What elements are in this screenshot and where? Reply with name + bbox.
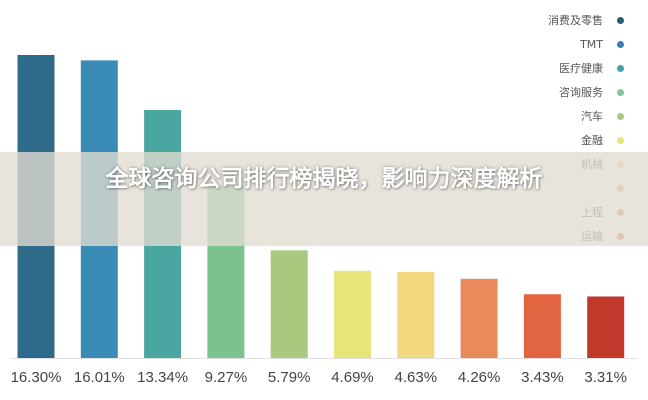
legend-item-2: TMT [520, 32, 640, 56]
legend-swatch [617, 112, 624, 120]
legend-swatch [617, 64, 624, 72]
bar-10 [587, 296, 625, 358]
legend-swatch [617, 16, 624, 24]
legend-swatch [617, 88, 624, 96]
value-label-10: 3.31% [584, 369, 627, 386]
legend-item-5: 汽车 [520, 104, 640, 128]
value-label-8: 4.26% [458, 369, 501, 386]
legend-swatch [617, 40, 624, 48]
legend-item-3: 医疗健康 [520, 56, 640, 80]
legend-label: 消费及零售 [548, 14, 603, 27]
legend-swatch [617, 136, 624, 144]
bar-9 [523, 294, 561, 358]
value-label-1: 16.30% [11, 369, 62, 386]
bar-6 [334, 270, 371, 358]
legend-label: TMT [580, 37, 603, 51]
value-label-9: 3.43% [521, 369, 564, 386]
legend-label: 汽车 [581, 110, 603, 123]
value-label-2: 16.01% [74, 369, 125, 386]
bar-7 [397, 271, 435, 358]
legend-label: 金融 [581, 134, 603, 147]
banner-title: 全球咨询公司排行榜揭晓，影响力深度解析 [105, 166, 543, 192]
title-banner [0, 152, 648, 246]
value-label-5: 5.79% [268, 369, 311, 386]
value-label-6: 4.69% [331, 369, 374, 386]
legend-item-1: 消费及零售 [520, 8, 640, 32]
legend-label: 咨询服务 [559, 86, 603, 99]
value-label-7: 4.63% [395, 369, 438, 386]
value-label-4: 9.27% [205, 369, 248, 386]
bar-8 [460, 278, 498, 358]
legend-item-6: 金融 [520, 128, 640, 152]
bar-5 [270, 250, 308, 358]
legend-item-4: 咨询服务 [520, 80, 640, 104]
legend-label: 医疗健康 [559, 62, 603, 75]
value-label-3: 13.34% [137, 369, 188, 386]
